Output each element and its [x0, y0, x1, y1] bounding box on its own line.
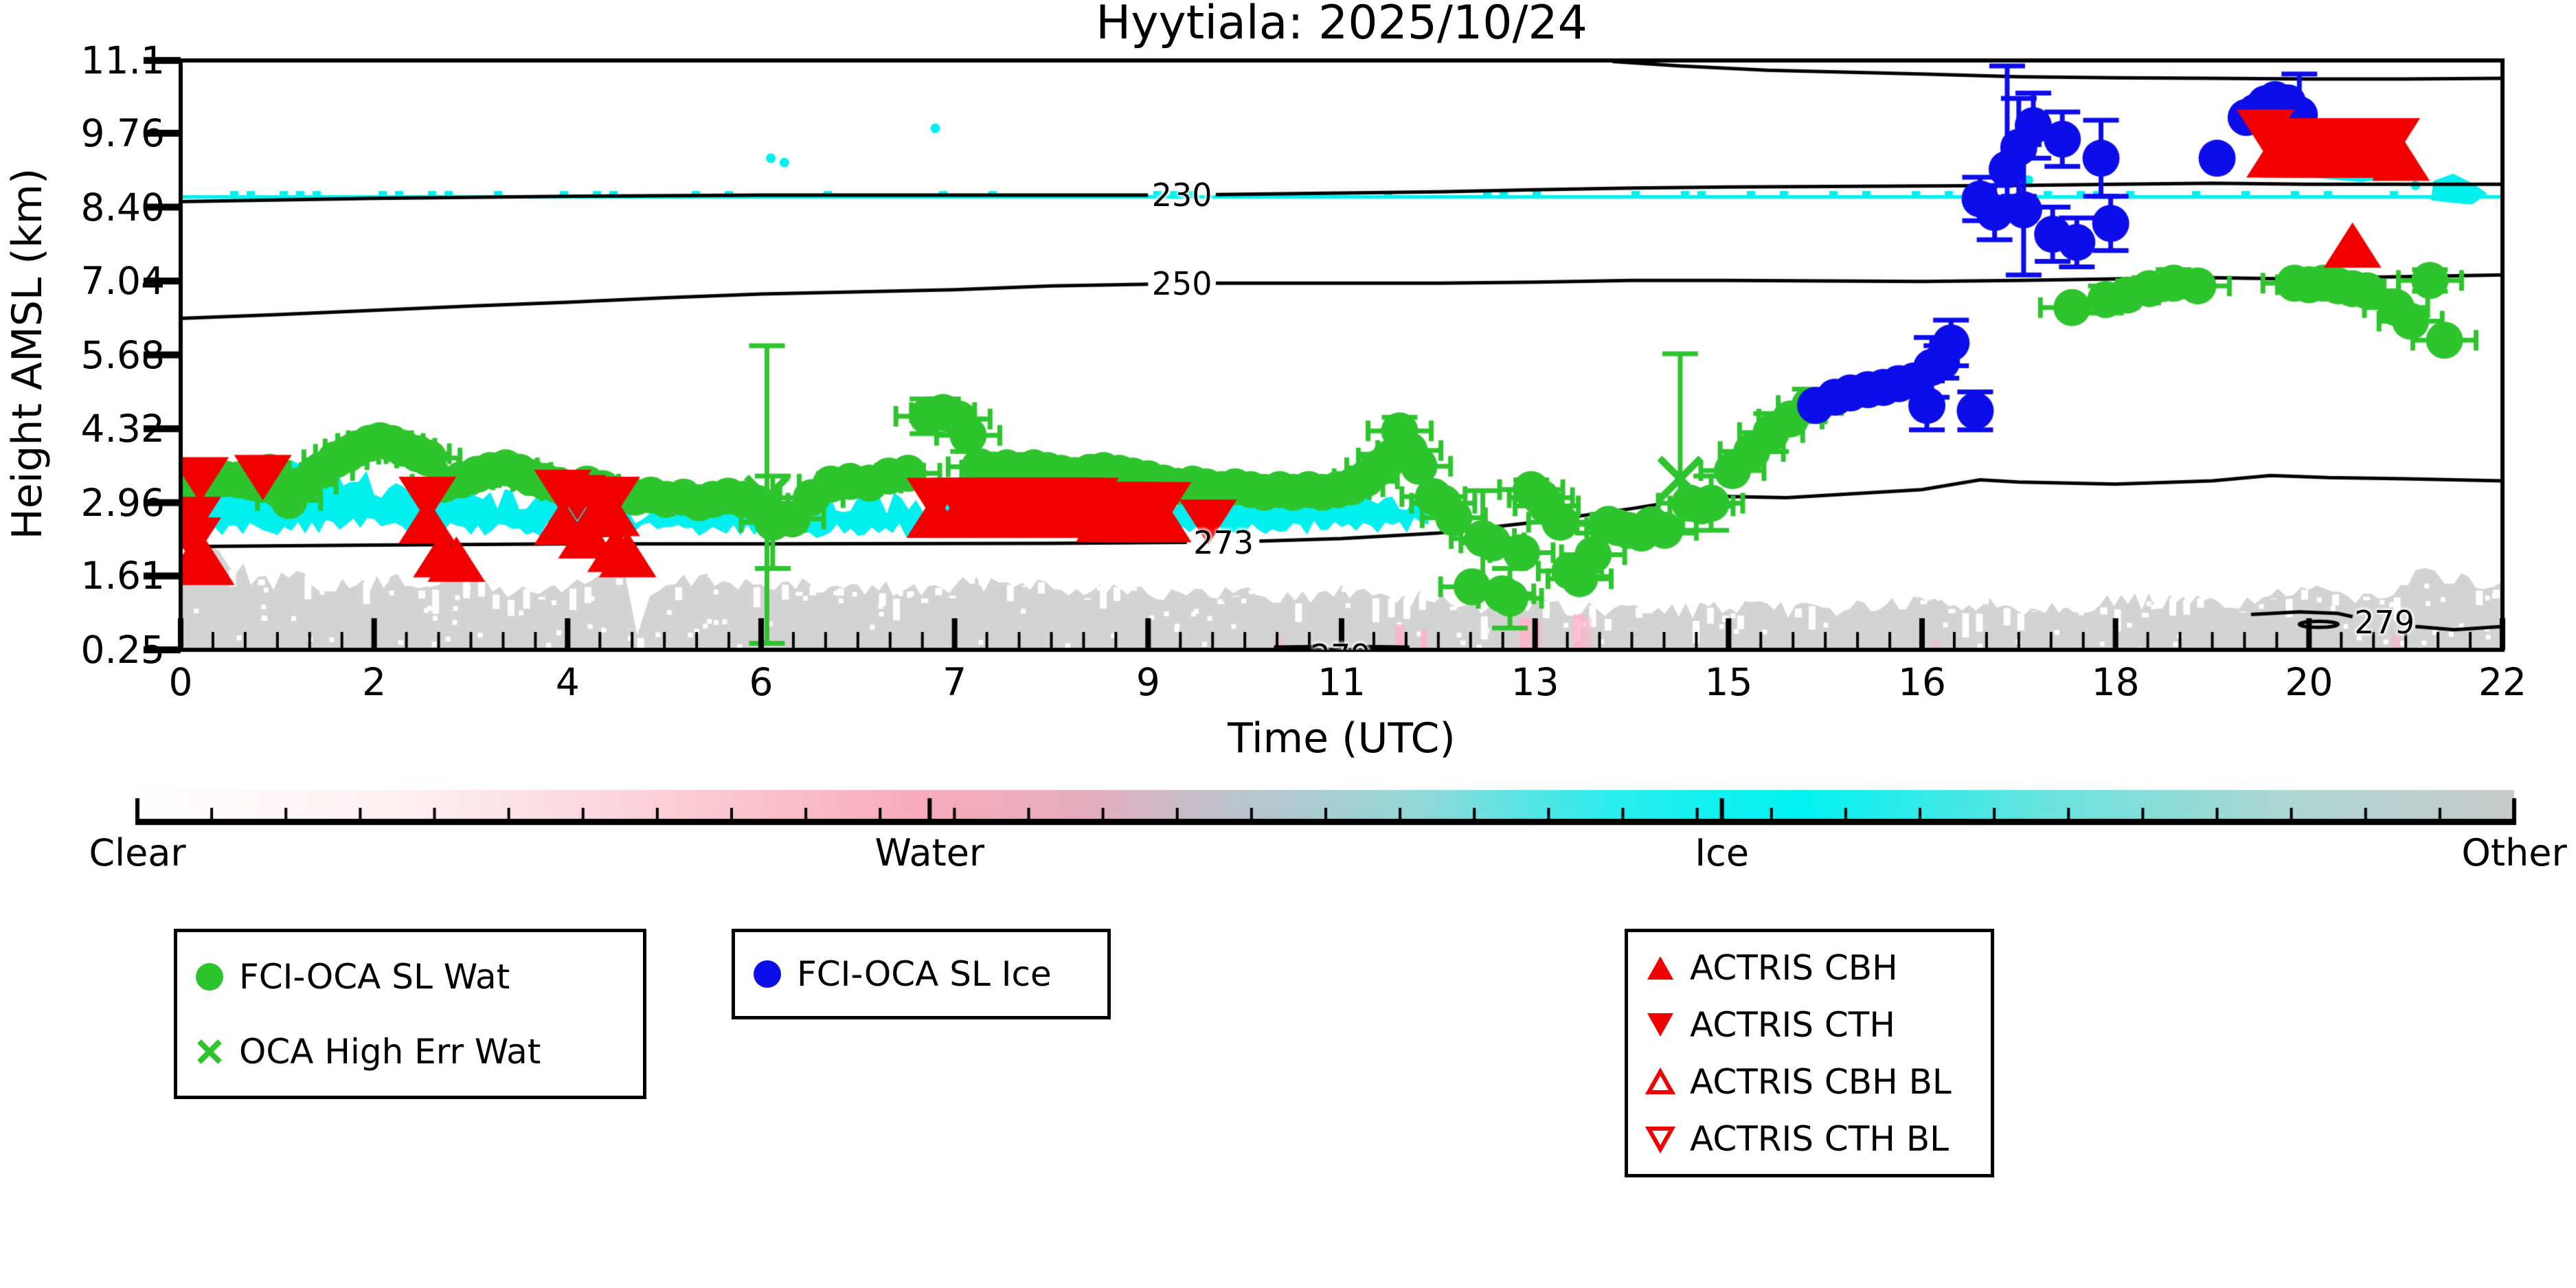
legend-label: ACTRIS CTH BL: [1690, 1118, 1950, 1159]
colorbar-label-ice: Ice: [1695, 831, 1750, 874]
y-tick-label: 2.96: [80, 480, 165, 525]
legend-label: FCI-OCA SL Wat: [239, 956, 510, 997]
legend-label: FCI-OCA SL Ice: [797, 954, 1052, 994]
x-tick-label: 4: [555, 660, 580, 704]
y-tick-label: 1.61: [80, 554, 165, 598]
colorbar-label-clear: Clear: [89, 831, 186, 874]
ice-dot-icon: [752, 958, 783, 990]
y-tick-label: 9.76: [80, 111, 165, 155]
legend-item-high-err: OCA High Err Wat: [194, 1032, 626, 1072]
x-tick-label: 0: [168, 660, 193, 704]
legend-item-cbh: ACTRIS CBH: [1645, 948, 1974, 988]
y-tick-label: 0.25: [80, 628, 165, 672]
x-tick-label: 9: [1136, 660, 1160, 704]
legend-label: ACTRIS CTH: [1690, 1004, 1895, 1045]
page-title: Hyytiala: 2025/10/24: [1096, 0, 1588, 50]
contour-label-279: 279: [2354, 603, 2415, 641]
y-tick-label: 5.68: [80, 332, 165, 377]
x-tick-label: 16: [1898, 660, 1946, 704]
legend-label: ACTRIS CBH: [1690, 947, 1898, 988]
legend-actris: ACTRIS CBH ACTRIS CTH ACTRIS CBH BL ACTR…: [1625, 929, 1994, 1177]
legend-label: ACTRIS CBH BL: [1690, 1061, 1952, 1102]
legend-item-cth-bl: ACTRIS CTH BL: [1645, 1119, 1974, 1159]
x-tick-label: 13: [1511, 660, 1559, 704]
cth-bl-triangle-icon: [1645, 1123, 1676, 1155]
legend-item-cth: ACTRIS CTH: [1645, 1005, 1974, 1045]
contour-label-250: 250: [1151, 265, 1212, 302]
x-tick-label: 6: [749, 660, 773, 704]
cth-triangle-icon: [1645, 1009, 1676, 1041]
legend-item-cbh-bl: ACTRIS CBH BL: [1645, 1062, 1974, 1102]
y-tick-label: 7.04: [80, 259, 165, 304]
x-tick-label: 15: [1704, 660, 1753, 704]
legend-water: FCI-OCA SL Wat OCA High Err Wat: [174, 929, 646, 1099]
y-tick-label: 8.40: [80, 185, 165, 229]
colorbar-label-water: Water: [874, 831, 985, 874]
colorbar-label-other: Other: [2461, 831, 2567, 874]
contour-label-273: 273: [1193, 524, 1254, 562]
x-tick-label: 20: [2285, 660, 2334, 704]
y-tick-label: 4.32: [80, 407, 165, 451]
x-tick-label: 7: [942, 660, 967, 704]
legend-label: OCA High Err Wat: [239, 1031, 541, 1072]
plot-area: 230 250 273 279 279: [181, 60, 2502, 650]
y-tick-label: 11.1: [80, 38, 165, 82]
contour-label-230: 230: [1151, 177, 1212, 214]
legend-item-water: FCI-OCA SL Wat: [194, 957, 626, 997]
x-tick-label: 18: [2091, 660, 2140, 704]
x-tick-label: 22: [2478, 660, 2527, 704]
legend-item-ice: FCI-OCA SL Ice: [752, 954, 1091, 994]
x-tick-label: 11: [1318, 660, 1366, 704]
x-axis-label: Time (UTC): [1228, 714, 1456, 762]
x-tick-label: 2: [362, 660, 387, 704]
water-dot-icon: [194, 961, 225, 993]
cbh-bl-triangle-icon: [1645, 1066, 1676, 1098]
contour-label-279: 279: [1311, 637, 1371, 650]
cbh-triangle-icon: [1645, 952, 1676, 984]
high-err-x-icon: [194, 1036, 225, 1067]
legend-ice: FCI-OCA SL Ice: [732, 929, 1111, 1019]
